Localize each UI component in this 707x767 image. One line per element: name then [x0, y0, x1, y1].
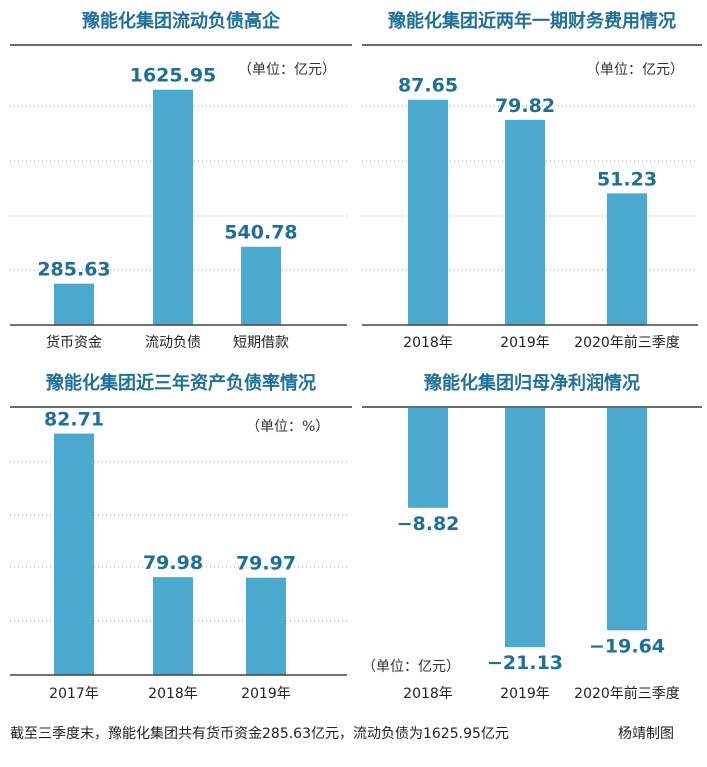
bar [241, 246, 281, 325]
title-divider [10, 44, 352, 46]
bar-chart: 82.71 2017年 79.98 2018年 79.97 2019年 [10, 409, 347, 702]
category-label: 2020年前三季度 [574, 334, 680, 351]
footnote: 截至三季度末，豫能化集团共有货币资金285.63亿元，流动负债为1625.95亿… [10, 726, 509, 742]
category-label: 2018年 [403, 335, 453, 351]
data-label: 79.98 [143, 552, 203, 574]
data-label: 1625.95 [130, 65, 217, 87]
bar [607, 193, 647, 325]
bar [505, 408, 545, 648]
category-label: 短期借款 [233, 335, 289, 351]
unit-label: （单位：亿元） [362, 659, 460, 675]
bar [408, 99, 448, 325]
bar-chart: −8.82 2018年 −21.13 2019年 −19.64 2020年前三季度 [397, 408, 680, 702]
unit-label: （单位：亿元） [238, 62, 336, 78]
credit: 杨靖制图 [618, 726, 674, 742]
chart-panel-finance-costs: 豫能化集团近两年一期财务费用情况 （单位：亿元） 87.65 2018年 79.82… [362, 0, 702, 370]
category-label: 2019年 [241, 686, 291, 702]
chart-panel-net-profit: 豫能化集团归母净利润情况 （单位：亿元） −8.82 2018年 −21.13 201… [362, 362, 702, 718]
chart-title: 豫能化集团流动负债高企 [82, 11, 280, 32]
data-label: −8.82 [397, 513, 460, 535]
data-label: −19.64 [589, 635, 665, 657]
chart-title: 豫能化集团归母净利润情况 [424, 373, 640, 394]
category-label: 2017年 [49, 686, 99, 702]
bar [246, 577, 286, 675]
category-label: 2019年 [500, 686, 550, 702]
data-label: 51.23 [597, 168, 657, 190]
data-label: 285.63 [37, 259, 110, 281]
title-divider [10, 406, 352, 408]
bar-chart: 285.63 货币资金 1625.95 流动负债 540.78 短期借款 [10, 65, 347, 351]
bar [408, 408, 448, 508]
category-label: 货币资金 [46, 334, 102, 351]
bar [607, 408, 647, 631]
category-label: 2018年 [403, 686, 453, 702]
category-label: 2020年前三季度 [574, 685, 680, 702]
chart-panel-current-liabilities: 豫能化集团流动负债高企 （单位：亿元） 285.63 货币资金 1625.95 流动负… [10, 0, 352, 370]
category-label: 流动负债 [145, 335, 201, 351]
data-label: 79.97 [236, 553, 296, 575]
data-label: −21.13 [487, 652, 563, 674]
chart-title: 豫能化集团近三年资产负债率情况 [46, 373, 316, 394]
category-label: 2018年 [148, 686, 198, 702]
bar [153, 89, 193, 325]
unit-label: （单位：亿元） [586, 62, 684, 78]
data-label: 79.82 [495, 95, 555, 117]
category-label: 2019年 [500, 335, 550, 351]
bar [153, 577, 193, 675]
bar-chart: 87.65 2018年 79.82 2019年 51.23 2020年前三季度 [362, 75, 698, 351]
unit-label: （单位：%） [246, 419, 330, 435]
bar [505, 119, 545, 326]
chart-panel-debt-ratio: 豫能化集团近三年资产负债率情况 （单位：%） 82.71 2017年 79.98 20… [10, 362, 352, 718]
data-label: 82.71 [44, 409, 104, 431]
title-divider [362, 406, 702, 408]
data-label: 540.78 [224, 222, 297, 244]
chart-title: 豫能化集团近两年一期财务费用情况 [388, 11, 676, 32]
title-divider [362, 44, 702, 46]
data-label: 87.65 [398, 75, 458, 97]
bar [54, 433, 94, 675]
bar [54, 283, 94, 325]
